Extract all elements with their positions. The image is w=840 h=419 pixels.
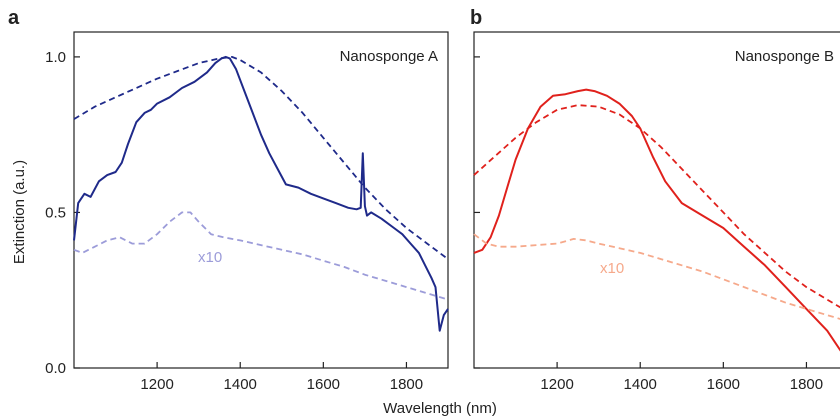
x-axis-title: Wavelength (nm) <box>383 400 497 417</box>
panel-a-x10-label: x10 <box>198 249 222 266</box>
x-tick-label-1800: 1800 <box>390 376 423 393</box>
x-tick-label-1800: 1800 <box>790 376 823 393</box>
x-tick-label-1600: 1600 <box>307 376 340 393</box>
panel-b-frame <box>473 31 840 369</box>
a-series-2-dashed <box>73 211 449 301</box>
panel-a-ticks: 1200 1400 1600 1800 0.0 0.5 1.0 <box>45 49 423 393</box>
x-tick-label-1600: 1600 <box>707 376 740 393</box>
panel-b-series <box>473 88 840 352</box>
panel-a-letter: a <box>8 7 20 29</box>
y-tick-label-0.5: 0.5 <box>45 204 66 221</box>
panel-b-title: Nanosponge B <box>735 48 834 65</box>
panel-a: Nanosponge A x10 1200 1400 1600 18000.00.51… <box>45 31 449 393</box>
x-tick-label-1200: 1200 <box>140 376 173 393</box>
panel-b-ticks: 1200 1400 1600 1800 <box>474 56 823 393</box>
b-series-0-solid <box>473 88 840 352</box>
panel-a-series <box>73 55 449 332</box>
b-series-2-dashed <box>473 233 840 320</box>
panel-b: Nanosponge B x10 1200 1400 1600 1800 <box>473 31 840 393</box>
x-tick-label-1200: 1200 <box>540 376 573 393</box>
panel-a-frame <box>73 31 449 369</box>
b-series-1-dashed <box>473 104 840 309</box>
a-series-0-solid <box>73 55 449 332</box>
panel-b-x10-label: x10 <box>600 260 624 277</box>
panel-a-title: Nanosponge A <box>340 48 438 65</box>
x-tick-label-1400: 1400 <box>624 376 657 393</box>
y-tick-label-0: 0.0 <box>45 360 66 377</box>
panel-b-letter: b <box>470 7 482 29</box>
y-tick-label-1: 1.0 <box>45 49 66 66</box>
y-axis-title: Extinction (a.u.) <box>11 160 28 264</box>
a-series-1-dashed <box>73 56 449 260</box>
x-tick-label-1400: 1400 <box>224 376 257 393</box>
